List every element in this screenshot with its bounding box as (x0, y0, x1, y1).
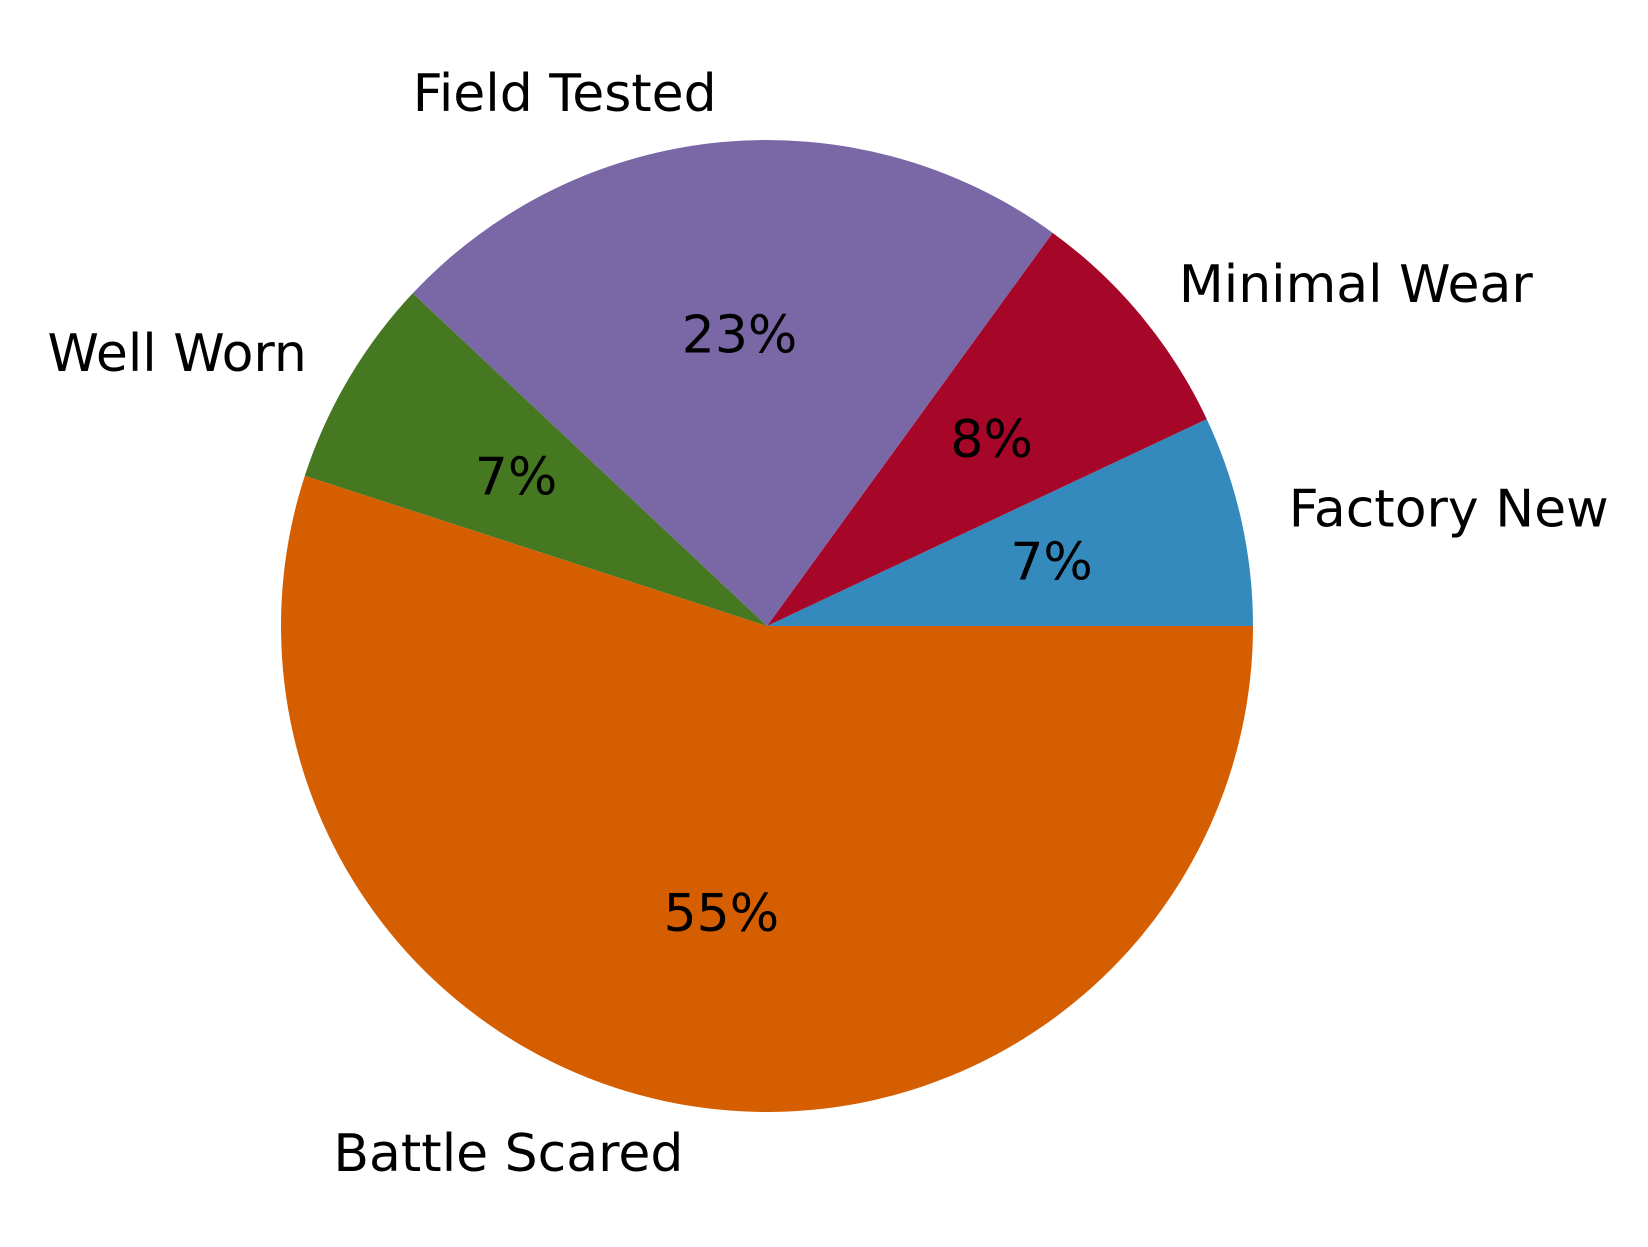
percent-label-factory-new: 7% (1010, 532, 1093, 592)
pie-slice-battle-scared (280, 475, 1253, 1113)
category-label-well-worn: Well Worn (47, 324, 306, 384)
pie-slice-field-tested (412, 140, 1053, 626)
percent-label-well-worn: 7% (475, 448, 558, 508)
percent-label-minimal-wear: 8% (950, 410, 1033, 470)
pie-slice-factory-new (767, 419, 1253, 626)
pie-slice-well-worn (304, 293, 767, 626)
pie-slices (280, 140, 1253, 1113)
category-label-minimal-wear: Minimal Wear (1179, 255, 1533, 315)
percent-label-battle-scared: 55% (664, 884, 780, 944)
pie-category-labels: Factory New Minimal Wear Field Tested Well … (47, 64, 1608, 1184)
percent-label-field-tested: 23% (682, 306, 798, 366)
pie-slice-minimal-wear (767, 232, 1207, 626)
category-label-battle-scared: Battle Scared (333, 1124, 683, 1184)
pie-percent-labels: 7% 8% 23% 7% 55% (475, 306, 1093, 944)
category-label-factory-new: Factory New (1289, 479, 1609, 539)
category-label-field-tested: Field Tested (413, 64, 717, 124)
